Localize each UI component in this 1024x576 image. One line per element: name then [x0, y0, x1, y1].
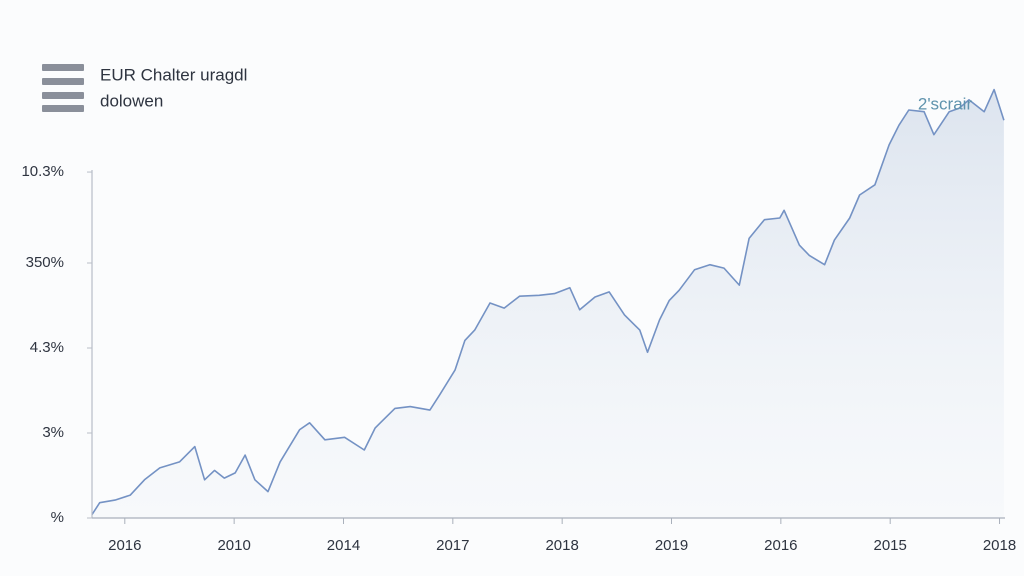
chart-subtitle: dolowen [100, 91, 163, 110]
y-tick-label: % [51, 509, 64, 526]
y-tick-label: 3% [42, 424, 64, 441]
y-tick-label: 10.3% [21, 163, 64, 180]
x-tick-label: 2016 [764, 537, 797, 554]
x-tick-label: 2014 [327, 537, 360, 554]
x-tick-label: 2018 [545, 537, 578, 554]
y-tick-label: 4.3% [30, 339, 64, 356]
x-tick-label: 2019 [655, 537, 688, 554]
menu-icon [42, 64, 84, 112]
line [91, 88, 1005, 516]
x-tick-label: 2017 [436, 537, 469, 554]
x-tick-label: 2016 [108, 537, 141, 554]
x-tick-label: 2018 [983, 537, 1016, 554]
legend-label: 2'scrair [918, 94, 973, 113]
x-tick-label: 2015 [874, 537, 907, 554]
y-tick-label: 350% [26, 254, 64, 271]
x-tick-label: 2010 [217, 537, 250, 554]
chart-title: EUR Chalter uragdl [100, 65, 247, 84]
area-fill [92, 89, 1004, 518]
